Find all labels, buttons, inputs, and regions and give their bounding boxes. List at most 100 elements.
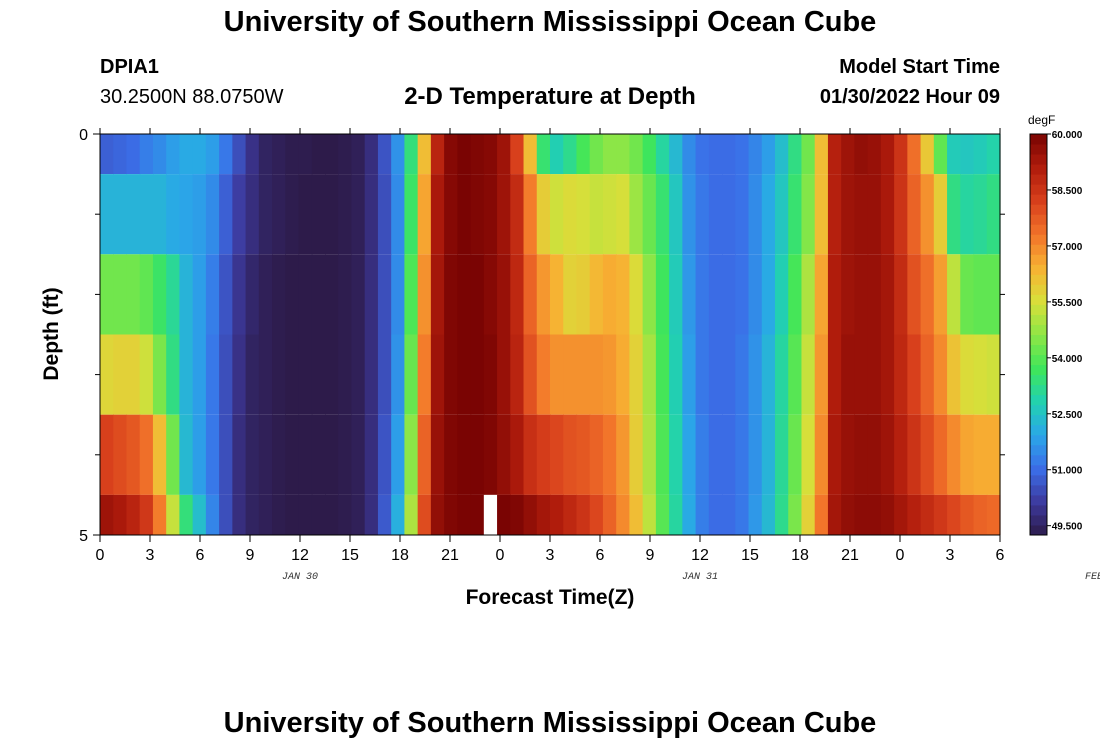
heatmap-cell: [867, 334, 882, 415]
heatmap-cell: [775, 174, 789, 255]
heatmap-cell: [748, 414, 763, 495]
heatmap-cell: [391, 174, 406, 255]
heatmap-cell: [470, 334, 485, 415]
heatmap-cell: [139, 134, 154, 175]
heatmap-cell: [444, 494, 458, 535]
heatmap-cell: [417, 414, 432, 495]
heatmap-cell: [536, 334, 551, 415]
heatmap-cell: [430, 494, 445, 535]
colorbar-band: [1030, 354, 1047, 366]
colorbar-band: [1030, 334, 1047, 346]
heatmap-cell: [325, 414, 339, 495]
heatmap-cell: [933, 174, 948, 255]
colorbar-tick-label: 52.500: [1052, 410, 1083, 421]
heatmap-cell: [880, 254, 895, 335]
heatmap-cell: [788, 254, 803, 335]
heatmap-cell: [126, 134, 141, 175]
heatmap-cell: [351, 254, 366, 335]
colorbar-band: [1030, 514, 1047, 526]
heatmap-cell: [351, 134, 366, 175]
heatmap-cell: [563, 334, 578, 415]
heatmap-cell: [338, 494, 353, 535]
heatmap-cell: [179, 494, 194, 535]
heatmap-cell: [325, 134, 339, 175]
heatmap-cell: [616, 414, 631, 495]
colorbar-tick-label: 60.000: [1052, 130, 1083, 141]
heatmap-cell: [391, 134, 406, 175]
heatmap-cell: [258, 134, 273, 175]
heatmap-cell: [735, 334, 750, 415]
heatmap-cell: [404, 174, 419, 255]
heatmap-cell: [444, 134, 458, 175]
colorbar-band: [1030, 474, 1047, 486]
heatmap-cell: [126, 254, 141, 335]
heatmap-cell: [166, 254, 181, 335]
heatmap-cell: [947, 174, 961, 255]
heatmap-cell: [563, 174, 578, 255]
heatmap-cell: [576, 174, 591, 255]
y-axis-label: Depth (ft): [40, 287, 63, 380]
heatmap-cell: [695, 334, 710, 415]
heatmap-cell: [258, 494, 273, 535]
heatmap-cell: [298, 254, 313, 335]
heatmap-cell: [708, 334, 723, 415]
heatmap-cell: [285, 134, 300, 175]
heatmap-cell: [152, 414, 167, 495]
heatmap-cell: [642, 334, 657, 415]
heatmap-cell: [166, 494, 181, 535]
heatmap-cell: [325, 334, 339, 415]
heatmap-cell: [669, 174, 683, 255]
heatmap-cell: [258, 254, 273, 335]
x-tick-label: 21: [841, 547, 859, 564]
heatmap-cell: [907, 134, 922, 175]
heatmap-cell: [166, 134, 181, 175]
heatmap-cell: [867, 494, 882, 535]
colorbar-band: [1030, 434, 1047, 446]
heatmap-cell: [325, 494, 339, 535]
x-tick-label: 0: [96, 547, 105, 564]
heatmap-cell: [894, 334, 908, 415]
heatmap-cell: [113, 494, 128, 535]
heatmap-cell: [642, 494, 657, 535]
heatmap-cell: [470, 254, 485, 335]
colorbar-band: [1030, 394, 1047, 406]
colorbar-tick-label: 57.000: [1052, 242, 1083, 253]
heatmap-cell: [894, 254, 908, 335]
heatmap-cell: [219, 334, 233, 415]
heatmap-cell: [166, 334, 181, 415]
heatmap-cell: [205, 334, 220, 415]
heatmap-cell: [788, 134, 803, 175]
colorbar-band: [1030, 364, 1047, 376]
heatmap-cell: [100, 494, 114, 535]
heatmap-cell: [576, 494, 591, 535]
heatmap-cell: [285, 174, 300, 255]
heatmap-cell: [126, 174, 141, 255]
heatmap-cell: [298, 174, 313, 255]
heatmap-cell: [827, 334, 842, 415]
colorbar-band: [1030, 384, 1047, 396]
heatmap-cell: [867, 414, 882, 495]
heatmap-cell: [232, 174, 247, 255]
heatmap-cell: [205, 414, 220, 495]
heatmap-cell: [669, 494, 683, 535]
heatmap-cell: [973, 334, 988, 415]
heatmap-cell: [192, 334, 207, 415]
heatmap-cell: [377, 254, 392, 335]
heatmap-cell: [602, 134, 617, 175]
heatmap-cell: [907, 414, 922, 495]
heatmap-cell: [364, 494, 379, 535]
heatmap-cell: [510, 174, 525, 255]
heatmap-cell: [748, 494, 763, 535]
colorbar-band: [1030, 464, 1047, 476]
heatmap-cell: [960, 174, 975, 255]
station-id: DPIA1: [100, 56, 159, 78]
colorbar-tick-label: 55.500: [1052, 298, 1083, 309]
heatmap-cell: [523, 254, 538, 335]
heatmap-cell: [708, 494, 723, 535]
heatmap-cell: [814, 334, 829, 415]
heatmap-cell: [325, 174, 339, 255]
model-start-value: 01/30/2022 Hour 09: [819, 86, 1000, 108]
heatmap-cell: [761, 414, 776, 495]
heatmap-cell: [430, 134, 445, 175]
heatmap-cell: [814, 254, 829, 335]
